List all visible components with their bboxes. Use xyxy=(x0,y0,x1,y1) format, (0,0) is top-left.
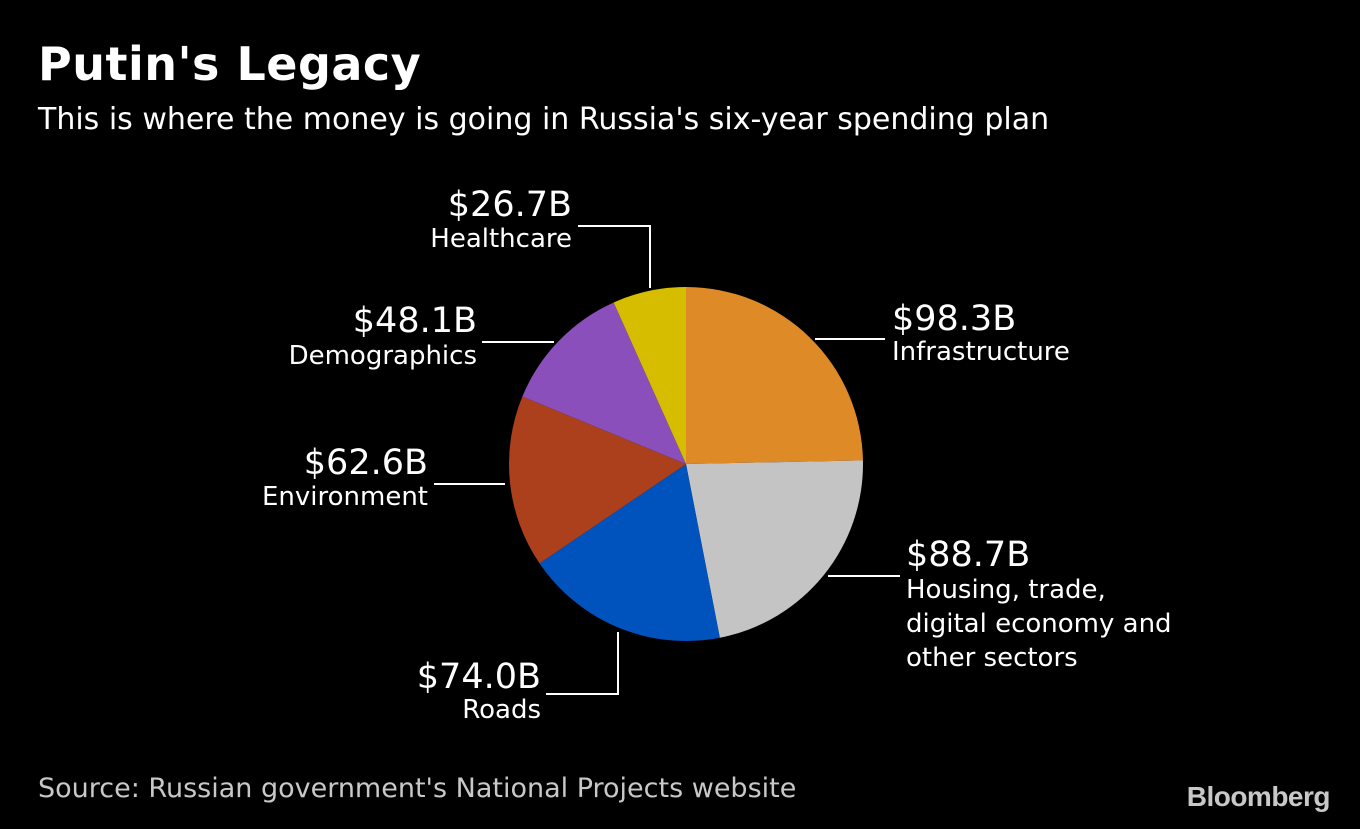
slice-category-label: digital economy and xyxy=(906,609,1172,639)
pie-slice-environment xyxy=(509,396,686,564)
slice-category-label: other sectors xyxy=(906,643,1078,673)
slice-value-label: $48.1B xyxy=(353,301,477,341)
slice-value-label: $62.6B xyxy=(304,443,428,483)
pie-slice-demographics xyxy=(522,302,686,464)
bloomberg-logo: Bloomberg xyxy=(1186,781,1331,812)
pie-slice-housing xyxy=(686,460,863,638)
chart-subtitle: This is where the money is going in Russ… xyxy=(38,102,1050,137)
source-note: Source: Russian government's National Pr… xyxy=(38,773,797,804)
pie-slice-roads xyxy=(539,464,720,641)
slice-value-label: $74.0B xyxy=(417,657,541,697)
slice-category-label: Healthcare xyxy=(430,224,572,254)
slice-value-label: $26.7B xyxy=(448,185,572,225)
leader-line xyxy=(546,632,619,695)
slice-value-label: $88.7B xyxy=(906,535,1030,575)
slice-category-label: Roads xyxy=(462,695,541,725)
slice-category-label: Infrastructure xyxy=(892,337,1070,367)
leader-line xyxy=(578,225,651,288)
chart-title: Putin's Legacy xyxy=(38,37,422,91)
slice-category-label: Demographics xyxy=(289,341,477,371)
pie-slice-infrastructure xyxy=(686,287,863,464)
slice-category-label: Housing, trade, xyxy=(906,575,1106,605)
slice-value-label: $98.3B xyxy=(892,299,1016,339)
slice-category-label: Environment xyxy=(262,482,428,512)
pie-slice-healthcare xyxy=(613,287,686,464)
pie-slices xyxy=(509,287,863,641)
